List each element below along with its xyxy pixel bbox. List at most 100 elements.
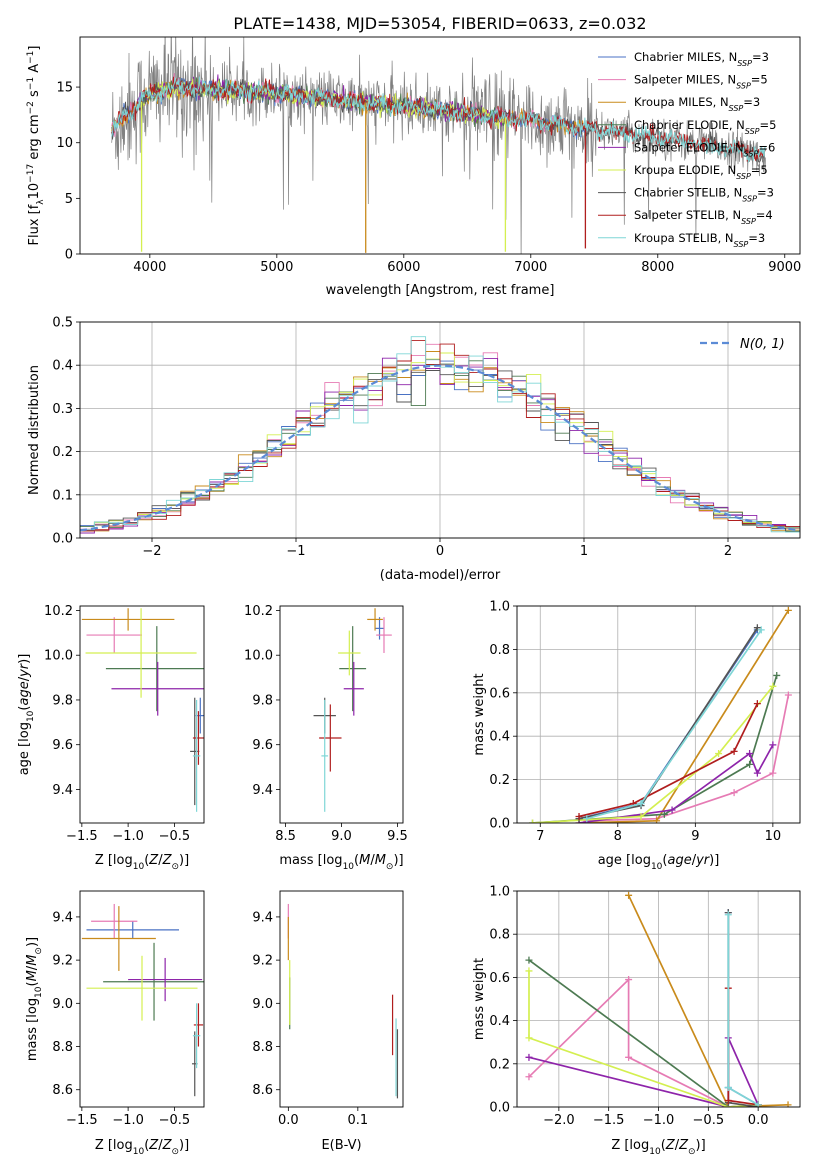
age-vs-Z-ytick-label: 9.4	[52, 783, 73, 798]
spectrum-xtick-label: 9000	[768, 260, 801, 275]
mass-weight-series-line	[627, 894, 789, 1107]
spectrum-ytick-label: 15	[56, 81, 73, 96]
residuals-ytick-label: 0.1	[52, 488, 73, 503]
age-vs-mass-ytick-label: 9.8	[252, 693, 273, 708]
mass-vs-EBV-ytick-label: 9.2	[252, 954, 273, 969]
legend-label: Salpeter MILES, NSSP=5	[634, 73, 768, 91]
mass-weight-point-marker	[625, 891, 633, 899]
spectrum-xtick-label: 4000	[133, 260, 166, 275]
mass-weight-point-marker	[769, 741, 777, 749]
age-vs-mass-ytick-label: 10.2	[244, 604, 273, 619]
mass-weight-vs-age-frame	[516, 605, 801, 824]
residual-histogram-step	[80, 359, 800, 532]
age-vs-mass-errorbars	[313, 608, 392, 812]
mass-weight-point-marker	[525, 1073, 533, 1081]
mass-weight-vs-age-xtick-label: 7	[536, 829, 544, 844]
mass-vs-Z-xtick-label: −1.5	[66, 1113, 98, 1128]
age-vs-mass-axes: 8.5 9.0 9.5 9.4 9.6 9.8 10.0 10.2	[244, 604, 408, 844]
residuals-ylabel: Normed distribution	[27, 365, 42, 495]
spectrum-model-line	[111, 79, 766, 163]
mass-weight-point-marker	[637, 812, 645, 820]
mass-vs-Z-ytick-label: 8.6	[52, 1083, 73, 1098]
residual-histogram-step	[80, 352, 800, 534]
age-vs-Z-axes: −1.5 −1.0 −0.5 9.4 9.6 9.8 10.0 10.2	[44, 604, 190, 844]
age-vs-mass-frame	[279, 605, 404, 824]
mass-weight-vs-Z-xtick-label: −1.5	[593, 1113, 625, 1128]
mass-weight-point-marker	[784, 1101, 792, 1107]
age-vs-Z-ytick-label: 10.0	[44, 649, 73, 664]
mass-vs-EBV-ytick-label: 9.4	[252, 910, 273, 925]
mass-weight-point-marker	[753, 700, 761, 708]
mass-vs-EBV-axes: 0.0 0.1 8.6 8.8 9.0 9.2 9.4	[252, 910, 368, 1128]
age-vs-mass-xtick-label: 8.5	[275, 829, 296, 844]
mass-weight-vs-age-ytick-label: 1.0	[489, 600, 510, 615]
mass-weight-point-marker	[753, 769, 761, 777]
age-vs-mass-ytick-label: 9.4	[252, 783, 273, 798]
mass-weight-vs-Z-ytick-label: 0.8	[489, 928, 510, 943]
mass-weight-point-marker	[746, 760, 754, 768]
mass-weight-vs-Z-xtick-label: −1.0	[643, 1113, 675, 1128]
age-vs-mass-xtick-label: 9.0	[331, 829, 352, 844]
mass-vs-Z-ylabel: mass [log10(M/M⊙)]	[25, 937, 44, 1061]
figure-title: PLATE=1438, MJD=53054, FIBERID=0633, z=0…	[233, 14, 646, 33]
mass-weight-point-marker	[525, 1034, 533, 1042]
mass-vs-EBV-xtick-label: 0.1	[347, 1113, 368, 1128]
legend-label: Kroupa MILES, NSSP=3	[634, 95, 760, 113]
residuals-xtick-label: 1	[580, 544, 588, 559]
mass-weight-series-line	[528, 970, 759, 1107]
mass-vs-EBV-frame	[279, 890, 404, 1108]
mass-weight-point-marker	[637, 799, 645, 807]
mass-vs-Z-ytick-label: 9.4	[52, 910, 73, 925]
mass-weight-vs-Z-ylabel: mass weight	[472, 958, 487, 1040]
mass-weight-vs-Z-lines	[525, 891, 792, 1107]
mass-weight-vs-age-ytick-label: 0.8	[489, 643, 510, 658]
mass-weight-vs-age-xtick-label: 10	[765, 829, 782, 844]
mass-weight-series-line	[578, 703, 759, 818]
mass-vs-Z-ytick-label: 9.2	[52, 954, 73, 969]
mass-weight-point-marker	[784, 691, 792, 699]
spectrum-legend: Chabrier MILES, NSSP=3 Salpeter MILES, NS…	[598, 50, 776, 248]
mass-weight-point-marker	[525, 956, 533, 964]
mass-weight-point-marker	[525, 967, 533, 975]
residuals-xtick-label: −1	[286, 544, 305, 559]
mass-weight-vs-Z-xtick-label: −0.5	[693, 1113, 725, 1128]
age-vs-mass-ytick-label: 9.6	[252, 738, 273, 753]
mass-vs-Z-axes: −1.5 −1.0 −0.5 8.6 8.8 9.0 9.2 9.4	[52, 910, 190, 1128]
mass-weight-vs-Z-ytick-label: 1.0	[489, 885, 510, 900]
mass-weight-point-marker	[754, 1101, 762, 1107]
spectrum-model-line	[111, 76, 766, 164]
mass-vs-EBV-ytick-label: 9.0	[252, 997, 273, 1012]
mass-vs-EBV-xtick-label: 0.0	[278, 1113, 299, 1128]
age-vs-Z-xlabel: Z [log10(Z/Z⊙)]	[95, 853, 189, 872]
mass-weight-point-marker	[753, 624, 761, 632]
legend-label: Chabrier MILES, NSSP=3	[634, 50, 769, 68]
residuals-xtick-label: −2	[142, 544, 161, 559]
spectrum-xtick-label: 5000	[260, 260, 293, 275]
spectrum-xtick-label: 8000	[641, 260, 674, 275]
residuals-ytick-label: 0.0	[52, 532, 73, 547]
mass-weight-vs-Z-xtick-label: 0.0	[748, 1113, 769, 1128]
residuals-frame	[79, 321, 801, 539]
mass-weight-point-marker	[724, 911, 732, 919]
spectrum-axes: 4000 5000 6000 7000 8000 9000 0 5 10 15	[56, 81, 801, 275]
gaussian-legend-label: N(0, 1)	[740, 337, 785, 352]
legend-label: Chabrier STELIB, NSSP=3	[634, 186, 774, 204]
mass-weight-point-marker	[757, 626, 765, 634]
age-vs-Z-ylabel: age [log10(age/yr)]	[17, 654, 36, 776]
age-vs-mass-xlabel: mass [log10(M/M⊙)]	[279, 853, 403, 872]
mass-weight-point-marker	[769, 769, 777, 777]
mass-weight-vs-Z-xtick-label: −2.0	[543, 1113, 575, 1128]
residual-histogram-step	[80, 336, 800, 533]
mass-weight-vs-age-ytick-label: 0.6	[489, 686, 510, 701]
legend-label: Kroupa ELODIE, NSSP=5	[634, 163, 768, 181]
mass-vs-EBV-ytick-label: 8.8	[252, 1040, 273, 1055]
mass-weight-vs-age-ytick-label: 0.4	[489, 730, 510, 745]
spectrum-ylabel: Flux [fλ10−17 erg cm−2 s−1 A−1]	[26, 46, 46, 246]
residual-histogram-step	[80, 339, 800, 532]
mass-weight-vs-age-lines	[529, 606, 792, 823]
age-vs-Z-ytick-label: 10.2	[44, 604, 73, 619]
mass-weight-point-marker	[746, 750, 754, 758]
mass-weight-vs-age-ylabel: mass weight	[472, 673, 487, 755]
age-vs-mass-ytick-label: 10.0	[244, 649, 273, 664]
mass-vs-Z-errorbars	[81, 903, 204, 1097]
